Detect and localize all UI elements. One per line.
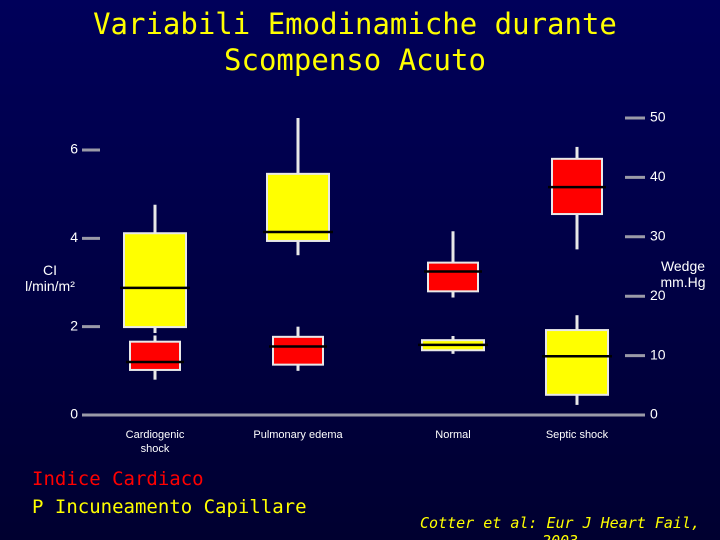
legend-entry: P Incuneamento Capillare — [32, 496, 307, 518]
citation: Cotter et al: Eur J Heart Fail, 2003 — [420, 514, 700, 540]
box — [545, 329, 609, 396]
title: Variabili Emodinamiche durante Scompenso… — [0, 6, 710, 78]
x-tick-label: Normal — [435, 429, 471, 441]
box — [266, 172, 330, 242]
y-axis-label: CI l/min/m² — [25, 262, 75, 294]
y2-tick-label: 40 — [650, 168, 666, 184]
x-tick-label: Pulmonary edema — [253, 429, 343, 441]
y2-tick-label: 50 — [650, 109, 666, 125]
y2-tick-label: 20 — [650, 287, 666, 303]
box — [427, 261, 479, 293]
x-tick-label: Cardiogenic shock — [125, 429, 185, 455]
legend-entry: Indice Cardiaco — [32, 468, 204, 490]
y-tick-label: 0 — [70, 406, 78, 422]
y2-tick-label: 10 — [650, 346, 666, 362]
box — [272, 335, 324, 366]
title-line: Variabili Emodinamiche durante — [93, 7, 617, 41]
box — [129, 340, 181, 371]
y-tick-label: 2 — [70, 317, 78, 333]
y2-tick-label: 0 — [650, 406, 658, 422]
title-line: Scompenso Acuto — [224, 43, 486, 77]
y2-axis-label: Wedge mm.Hg — [660, 258, 706, 290]
y-tick-label: 6 — [70, 141, 78, 157]
y-tick-label: 4 — [70, 229, 78, 245]
box — [123, 232, 187, 329]
x-tick-label: Septic shock — [545, 429, 609, 441]
y2-tick-label: 30 — [650, 228, 666, 244]
